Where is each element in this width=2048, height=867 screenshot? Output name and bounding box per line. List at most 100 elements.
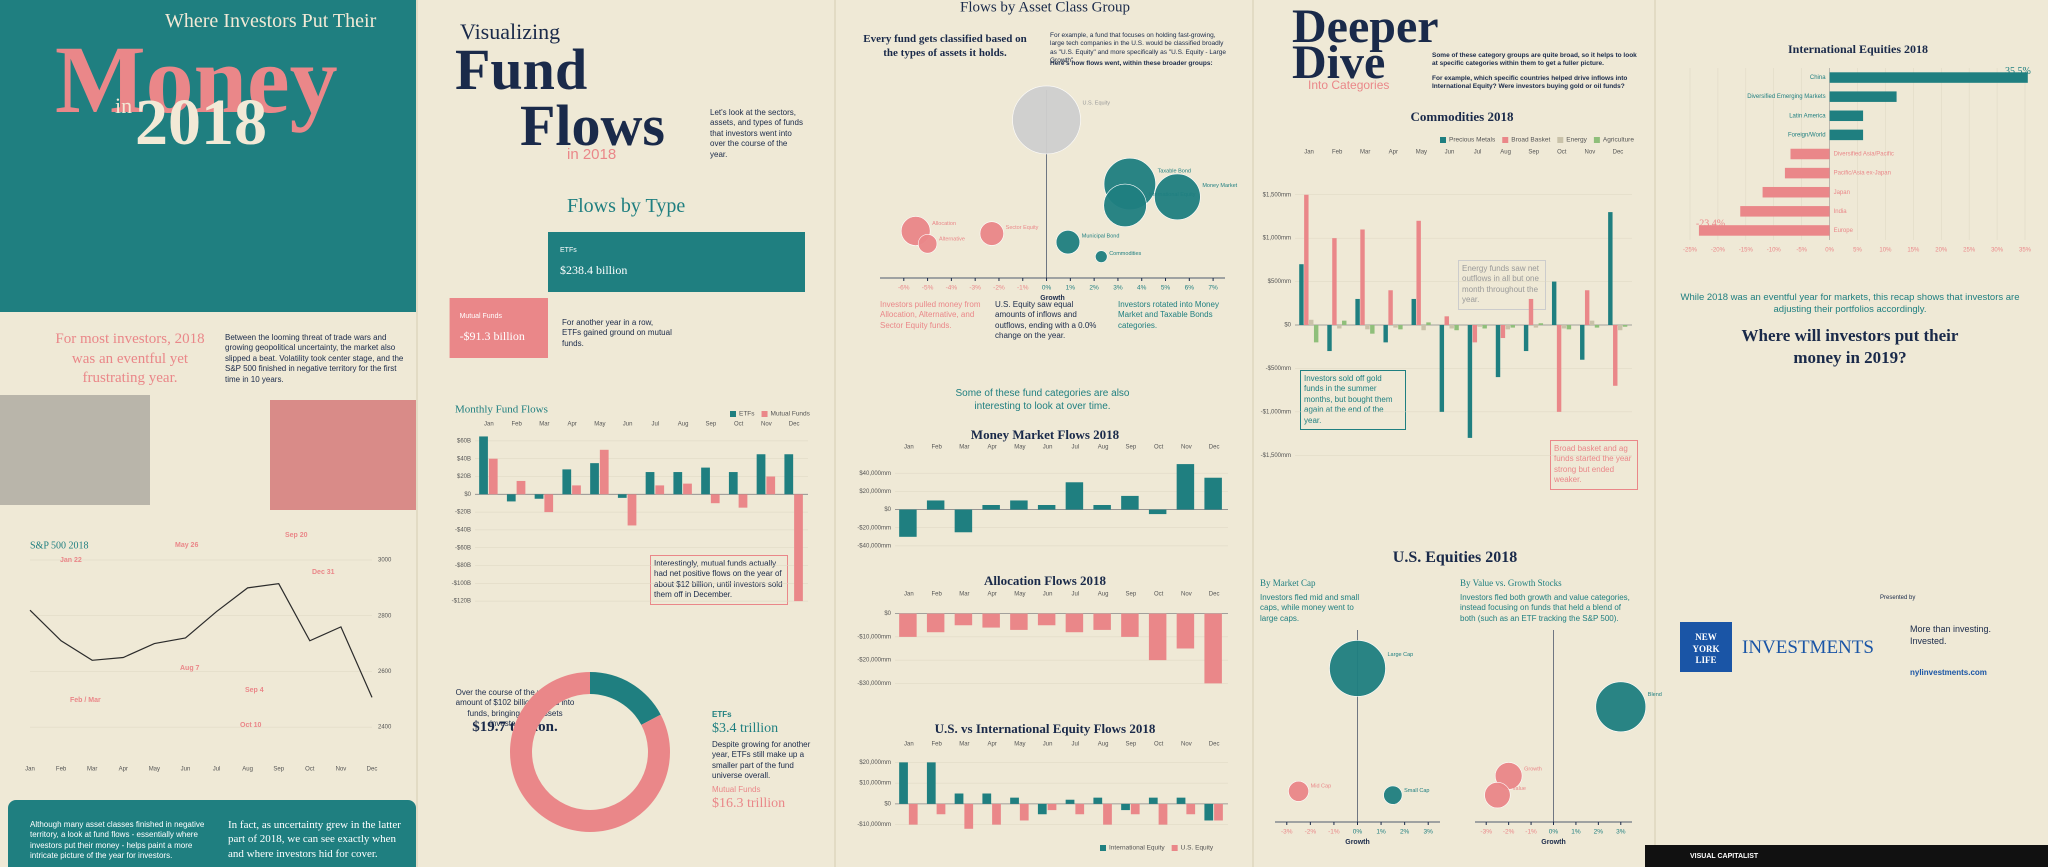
bar [1037, 505, 1056, 510]
x-tick-label: Oct [1557, 150, 1567, 156]
hero-band [0, 0, 416, 312]
note: Investors fled mid and small caps, while… [1260, 593, 1360, 623]
x-tick-label: 25% [1963, 248, 1976, 254]
bubble [1055, 229, 1081, 255]
bubble-label: Growth [1524, 767, 1542, 773]
x-tick-label: 7% [1208, 285, 1218, 292]
bar [1510, 325, 1515, 328]
bubble [1095, 250, 1108, 263]
legend-label: International Equity [1109, 845, 1165, 852]
bar [1176, 797, 1186, 804]
x-tick-label: Dec [367, 767, 378, 773]
legend-label: U.S. Equity [1181, 845, 1214, 852]
x-tick-label: Jan [1304, 150, 1314, 156]
x-tick-label: 5% [1161, 285, 1171, 292]
annotation: Energy funds saw net outflows in all but… [1458, 260, 1546, 310]
chart-title: By Market Cap [1260, 578, 1316, 588]
y-tick-label: $0 [464, 492, 471, 498]
brand: INVESTMENTS [1742, 637, 1874, 658]
x-tick-label: 1% [1376, 829, 1386, 836]
panel [1254, 0, 1656, 867]
x-tick-label: Nov [1181, 592, 1192, 598]
x-tick-label: -1% [1525, 829, 1537, 836]
logo [1680, 622, 1732, 672]
category-label: Mutual Funds [460, 313, 503, 320]
x-tick-label: Nov [761, 422, 772, 428]
y-tick-label: 3000 [378, 558, 392, 564]
chart-title: International Equities 2018 [1788, 42, 1928, 56]
bar [1019, 803, 1029, 821]
bar [1158, 803, 1168, 825]
x-tick-label: -4% [946, 285, 958, 292]
x-tick-label: Sep [1126, 592, 1137, 598]
bar [926, 613, 945, 633]
x-tick-label: -6% [898, 285, 910, 292]
bar [516, 480, 526, 495]
x-tick-label: Dec [1613, 150, 1624, 156]
x-tick-label: Nov [1181, 445, 1192, 451]
y-tick-label: $1,500mm [1263, 192, 1291, 198]
x-tick-label: 0% [1353, 829, 1363, 836]
bar [1622, 325, 1628, 327]
value-label: -23.4% [1696, 219, 1725, 230]
annotation: Investors sold off gold funds in the sum… [1300, 370, 1406, 430]
x-tick-label: Mar [959, 592, 969, 598]
title: Dive [1292, 36, 1386, 89]
lead: Every fund gets classified based on the … [863, 33, 1027, 60]
bar [710, 494, 720, 504]
chart-title: U.S. vs International Equity Flows 2018 [935, 721, 1156, 736]
bar [1337, 325, 1342, 329]
x-tick-label: Jul [213, 767, 221, 773]
x-tick-label: Apr [987, 445, 996, 451]
chart-title: Commodities 2018 [1411, 109, 1514, 124]
x-tick-label: Nov [336, 767, 347, 773]
x-tick-label: Sep [706, 422, 717, 428]
x-tick-label: 0% [1042, 285, 1052, 292]
title: Fund [455, 37, 588, 102]
bar [1010, 613, 1028, 630]
bar [1398, 325, 1403, 330]
bubble [917, 234, 938, 254]
section-title: Flows by Type [567, 195, 686, 217]
bar [627, 494, 637, 526]
bubble-label: Allocation [932, 221, 956, 227]
bar [1148, 797, 1158, 804]
x-tick-label: Feb [931, 742, 942, 748]
x-tick-label: Oct [1154, 445, 1164, 451]
legend-swatch [761, 411, 768, 417]
x-tick-label: Feb [56, 767, 67, 773]
x-tick-label: 1% [1571, 829, 1581, 836]
body: Some of these fund categories are also i… [955, 388, 1130, 412]
category-label: Foreign/World [1788, 132, 1826, 138]
y-tick-label: -$10,000mm [857, 822, 891, 828]
x-tick-label: May [1014, 592, 1025, 598]
bar [701, 467, 710, 495]
bar [992, 803, 1001, 825]
bar [449, 298, 548, 358]
legend-swatch [1502, 137, 1509, 143]
x-tick-label: Jul [1072, 742, 1080, 748]
legend-label: Precious Metals [1449, 137, 1496, 144]
y-tick-label: $1,000mm [1263, 236, 1291, 242]
bar [1332, 238, 1337, 325]
x-axis-label: Growth [1345, 839, 1370, 846]
bar [683, 483, 692, 495]
footer-band [8, 800, 416, 867]
bubble [1595, 681, 1647, 733]
body: Despite growing for another year, ETFs s… [712, 740, 811, 781]
y-tick-label: 2400 [378, 725, 392, 731]
x-tick-label: -5% [922, 285, 934, 292]
x-tick-label: 30% [1991, 248, 2004, 254]
x-tick-label: -10% [1767, 248, 1782, 254]
x-tick-label: -15% [1739, 248, 1754, 254]
bar [1370, 325, 1375, 334]
x-tick-label: Jan [25, 767, 35, 773]
x-tick-label: Jun [181, 767, 191, 773]
x-tick-label: Jul [1072, 592, 1080, 598]
bill-image [0, 395, 150, 505]
x-tick-label: 2% [1400, 829, 1410, 836]
bar [1477, 325, 1482, 327]
bar [899, 613, 917, 637]
bar [1608, 212, 1613, 325]
x-tick-label: Aug [242, 767, 253, 773]
